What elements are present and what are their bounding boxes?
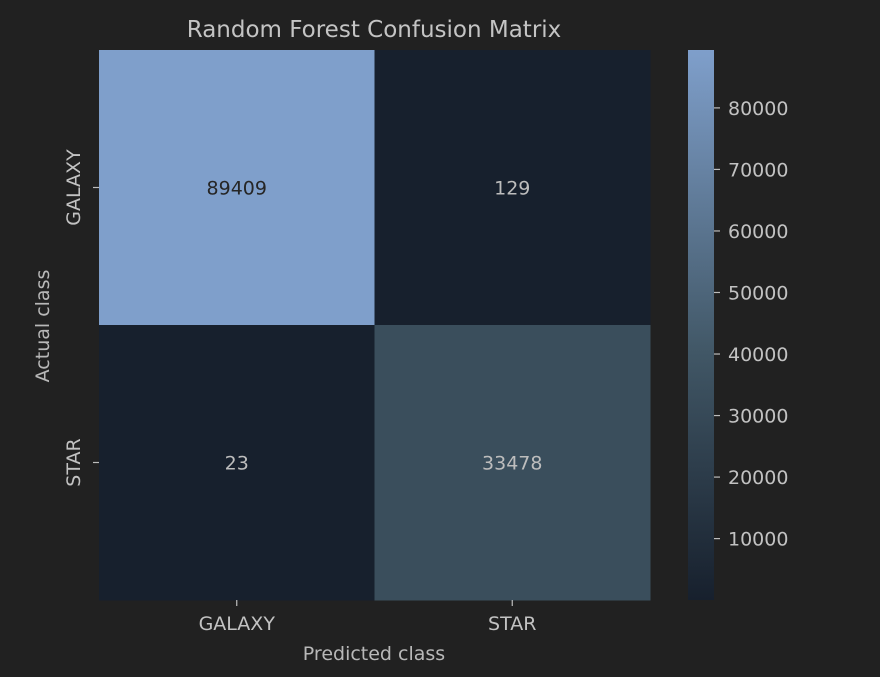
colorbar-tick-label: 50000 <box>728 282 788 304</box>
colorbar-tick-label: 60000 <box>728 221 788 243</box>
y-tick-label: GALAXY <box>63 149 85 226</box>
y-axis-ticks: GALAXY STAR <box>63 149 99 487</box>
heatmap-cell <box>374 325 651 601</box>
heatmap-cell <box>99 325 375 601</box>
colorbar-tick-label: 10000 <box>728 529 788 551</box>
colorbar <box>688 50 714 600</box>
colorbar-tick-label: 30000 <box>728 406 788 428</box>
chart-title: Random Forest Confusion Matrix <box>187 17 562 43</box>
x-axis-ticks: GALAXY STAR <box>199 600 536 635</box>
cell-value-label: 129 <box>494 178 530 200</box>
x-tick-label: STAR <box>488 613 536 635</box>
colorbar-ticks: 10000 20000 30000 40000 50000 60000 70000 80000 <box>714 98 788 551</box>
cell-value-label: 89409 <box>207 178 267 200</box>
colorbar-tick-label: 80000 <box>728 98 788 120</box>
cell-value-label: 23 <box>225 453 249 475</box>
colorbar-tick-label: 20000 <box>728 467 788 489</box>
heatmap-cells: 89409 129 23 33478 <box>99 50 651 601</box>
y-tick-label: STAR <box>63 438 85 486</box>
heatmap-cell <box>99 50 375 326</box>
x-tick-label: GALAXY <box>199 613 276 635</box>
x-axis-label: Predicted class <box>303 643 445 665</box>
cell-value-label: 33478 <box>482 453 542 475</box>
y-axis-label: Actual class <box>32 270 54 383</box>
heatmap-cell <box>374 50 651 326</box>
colorbar-tick-label: 40000 <box>728 344 788 366</box>
colorbar-tick-label: 70000 <box>728 159 788 181</box>
